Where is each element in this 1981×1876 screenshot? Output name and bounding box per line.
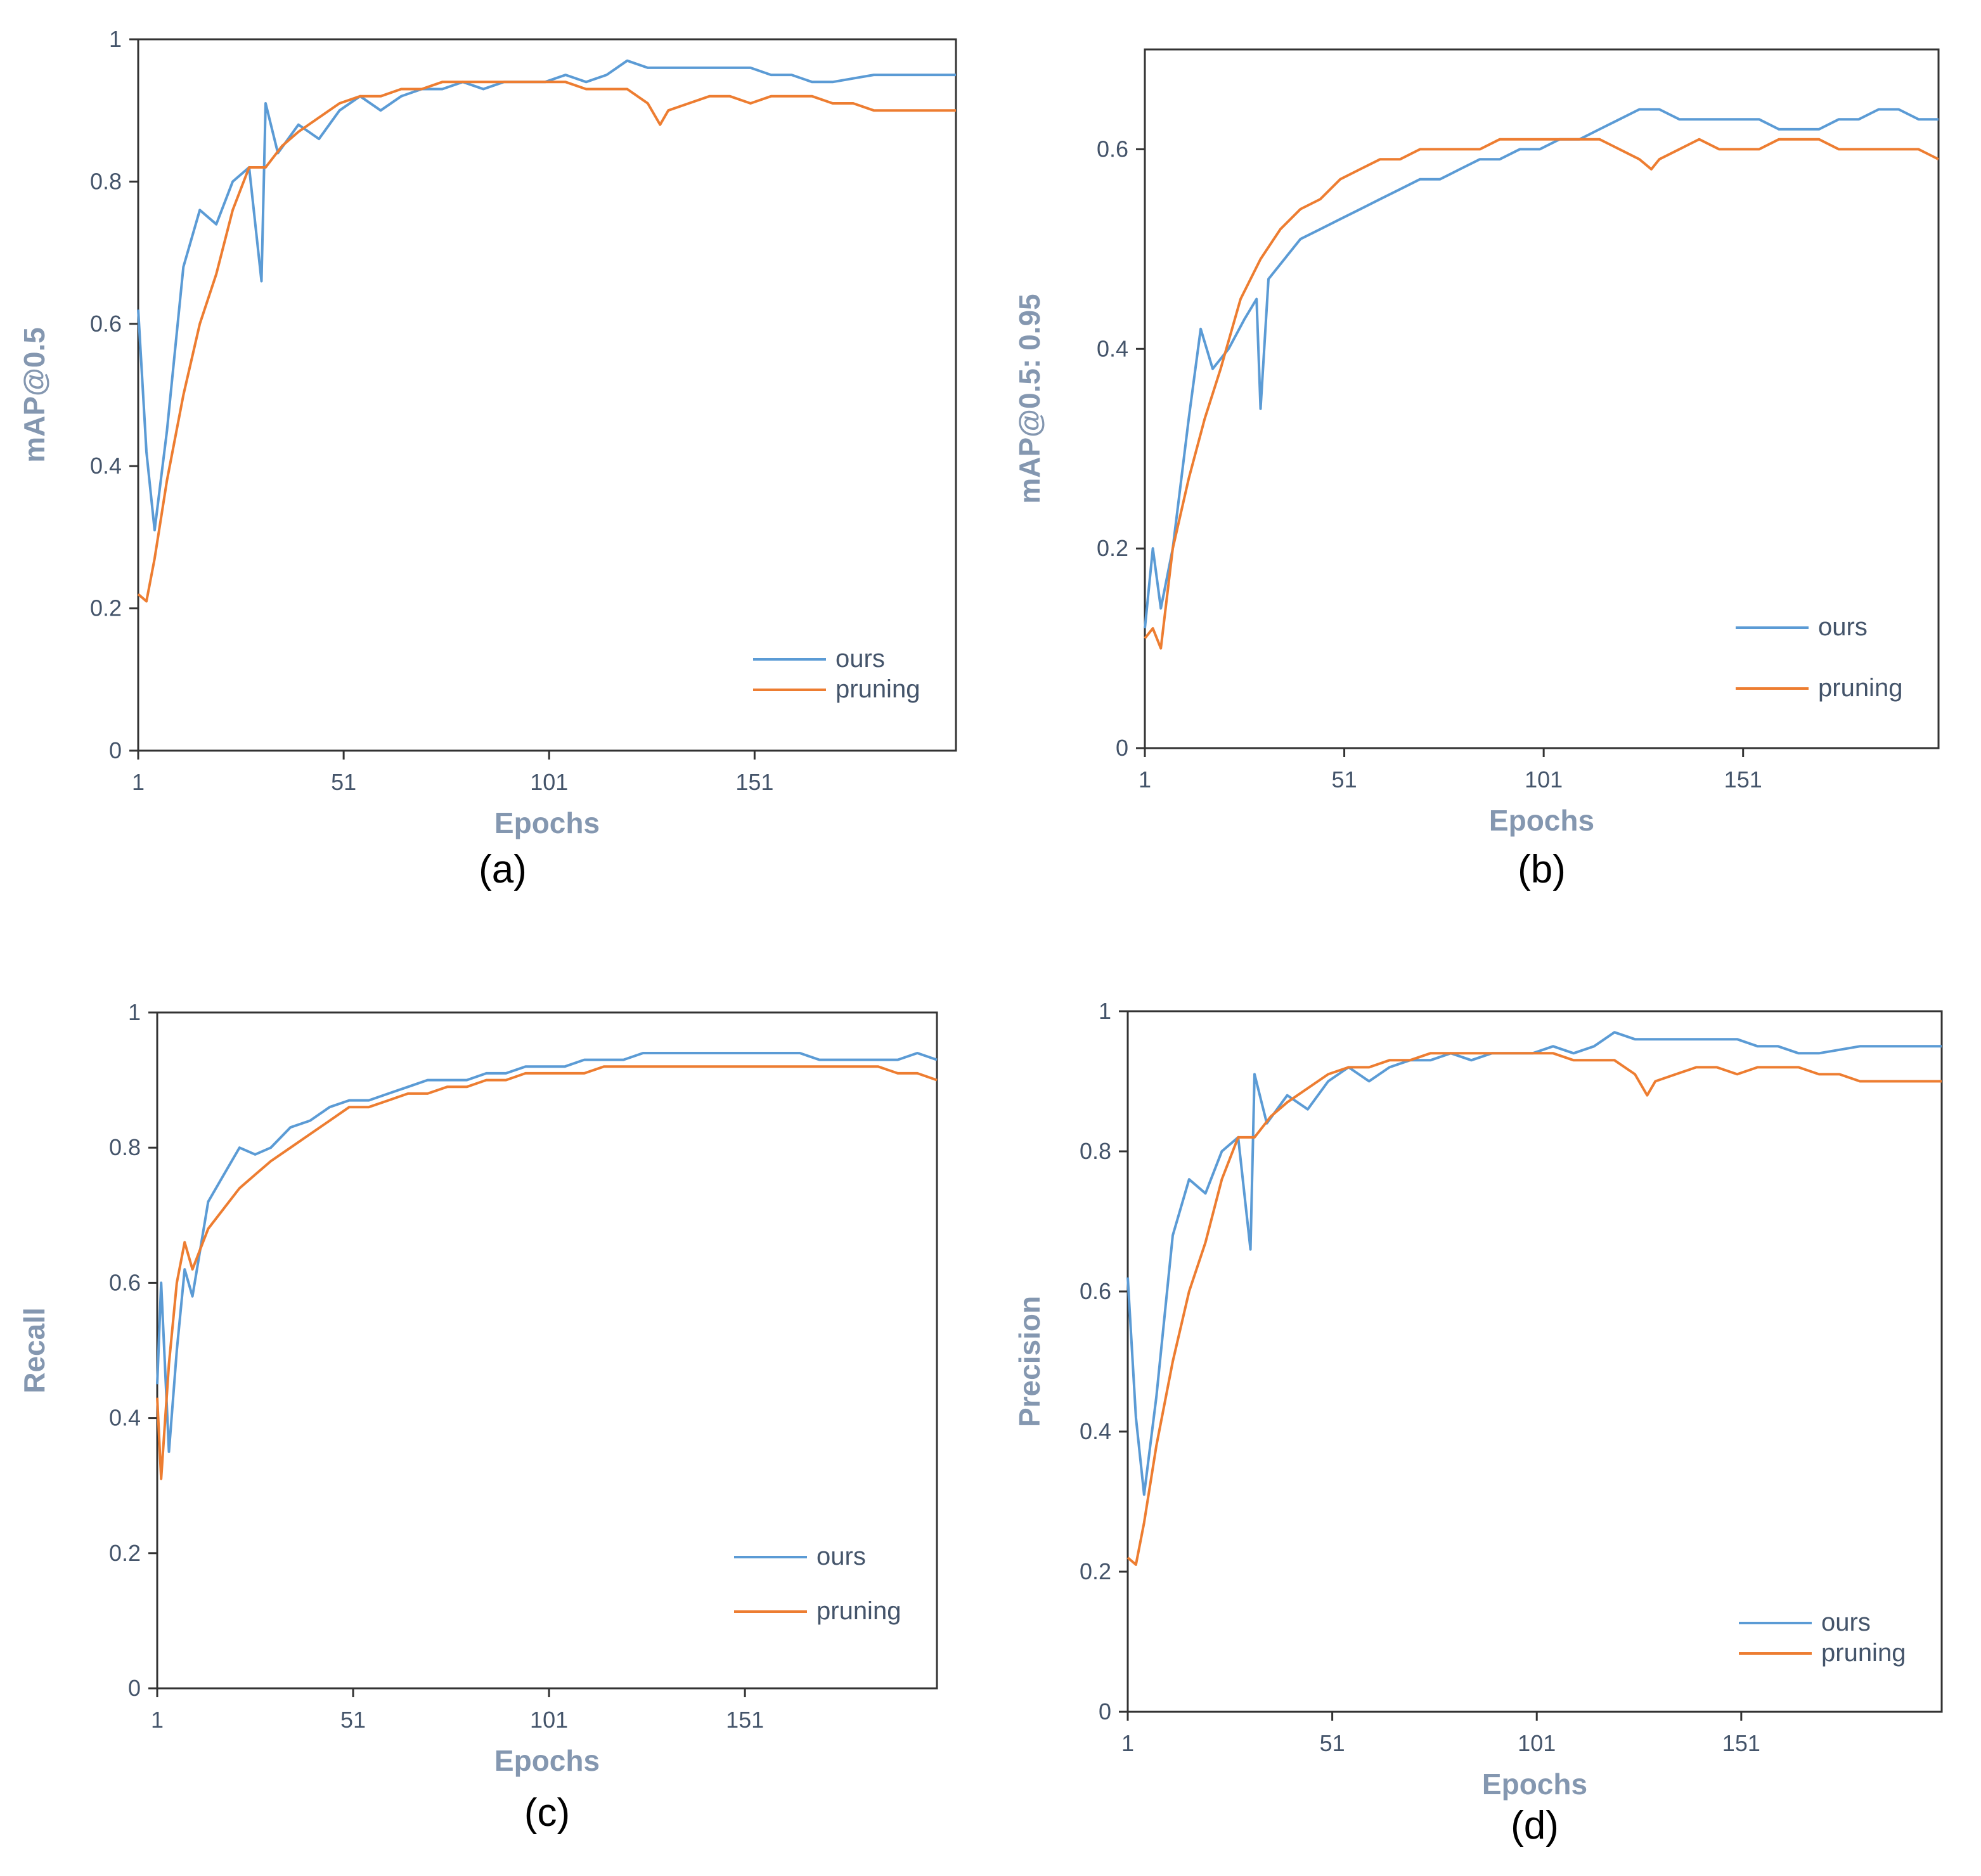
y-tick-label: 0.8 [1080, 1138, 1111, 1164]
x-tick-label: 1 [151, 1707, 164, 1733]
plot-frame [156, 1011, 938, 1690]
series-line-pruning [137, 81, 956, 603]
y-tick-label: 0 [128, 1675, 141, 1701]
chart-panel-d: 00.20.40.60.811 51 101 151EpochsPrecisionou… [1013, 998, 1943, 1847]
x-tick-label: 151 [735, 769, 773, 795]
panel-label: (a) [479, 848, 527, 891]
legend: ours pruning [1739, 1608, 1906, 1667]
x-tick-label: 51 [331, 769, 356, 795]
chart-panel-a: 00.20.40.60.811 51 101 151EpochsmAP@0.5ours… [18, 26, 957, 891]
x-tick-label: 51 [1320, 1730, 1345, 1756]
x-axis-title: Epochs [494, 806, 600, 839]
x-tick-label: 151 [1722, 1730, 1760, 1756]
y-axis-title: mAP@0.5: 0.95 [1013, 294, 1046, 503]
x-tick-label: 1 [1121, 1730, 1134, 1756]
legend-label-ours: ours [816, 1543, 866, 1570]
legend-label-pruning: pruning [1818, 674, 1902, 702]
x-tick-label: 1 [132, 769, 145, 795]
y-tick-label: 0.2 [90, 595, 122, 621]
y-tick-label: 0.2 [109, 1540, 141, 1566]
series-line-pruning [156, 1065, 938, 1480]
series-line-ours [137, 59, 956, 532]
y-tick-label: 0.6 [90, 311, 122, 337]
y-tick-label: 0.6 [1080, 1278, 1111, 1304]
legend-label-ours: ours [1818, 613, 1868, 641]
legend-label-ours: ours [836, 645, 885, 673]
x-tick-label: 101 [530, 769, 568, 795]
x-tick-label: 101 [1525, 767, 1563, 792]
x-axis-title: Epochs [494, 1744, 600, 1777]
legend-label-ours: ours [1821, 1608, 1871, 1636]
series-line-ours [1126, 1031, 1942, 1496]
series-line-ours [1144, 108, 1939, 629]
y-tick-label: 1 [109, 26, 122, 52]
legend-label-pruning: pruning [816, 1597, 901, 1625]
x-tick-label: 101 [530, 1707, 568, 1733]
x-tick-label: 151 [1724, 767, 1762, 792]
series-line-ours [156, 1052, 938, 1453]
y-tick-label: 0.4 [90, 453, 122, 479]
y-axis-title: Precision [1013, 1296, 1046, 1427]
chart-panel-c: 00.20.40.60.811 51 101 151EpochsRecalloursp… [18, 999, 938, 1835]
y-tick-label: 0.6 [1097, 136, 1128, 162]
y-axis-title: mAP@0.5 [18, 327, 51, 463]
y-tick-label: 0 [1099, 1698, 1111, 1724]
y-tick-label: 0.8 [109, 1134, 141, 1160]
y-tick-label: 1 [128, 999, 141, 1025]
series-line-pruning [1144, 138, 1939, 650]
x-tick-label: 1 [1139, 767, 1151, 792]
x-axis-title: Epochs [1482, 1768, 1587, 1801]
y-tick-label: 0.4 [1080, 1418, 1111, 1444]
x-axis-title: Epochs [1489, 804, 1594, 837]
panel-label: (c) [524, 1791, 570, 1835]
y-tick-label: 0.2 [1080, 1558, 1111, 1584]
panel-label: (b) [1518, 848, 1566, 891]
y-tick-label: 0.4 [1097, 335, 1128, 361]
y-tick-label: 0 [1116, 735, 1128, 761]
x-tick-label: 101 [1518, 1730, 1556, 1756]
plot-frame [1144, 48, 1940, 749]
y-tick-label: 0 [109, 737, 122, 763]
y-tick-label: 0.2 [1097, 535, 1128, 561]
plot-frame [1126, 1010, 1943, 1713]
y-axis-title: Recall [18, 1307, 51, 1394]
plot-frame [137, 38, 957, 752]
panel-label: (d) [1511, 1804, 1559, 1847]
x-tick-label: 51 [1332, 767, 1357, 792]
series-line-pruning [1126, 1052, 1942, 1566]
x-tick-label: 51 [340, 1707, 366, 1733]
y-tick-label: 0.6 [109, 1269, 141, 1295]
legend-label-pruning: pruning [836, 675, 920, 703]
legend-label-pruning: pruning [1821, 1639, 1906, 1667]
legend: ours pruning [1736, 613, 1902, 702]
legend: ours pruning [734, 1543, 901, 1625]
y-tick-label: 0.4 [109, 1405, 141, 1431]
y-tick-label: 1 [1099, 998, 1111, 1024]
x-tick-label: 151 [726, 1707, 764, 1733]
y-tick-label: 0.8 [90, 168, 122, 194]
